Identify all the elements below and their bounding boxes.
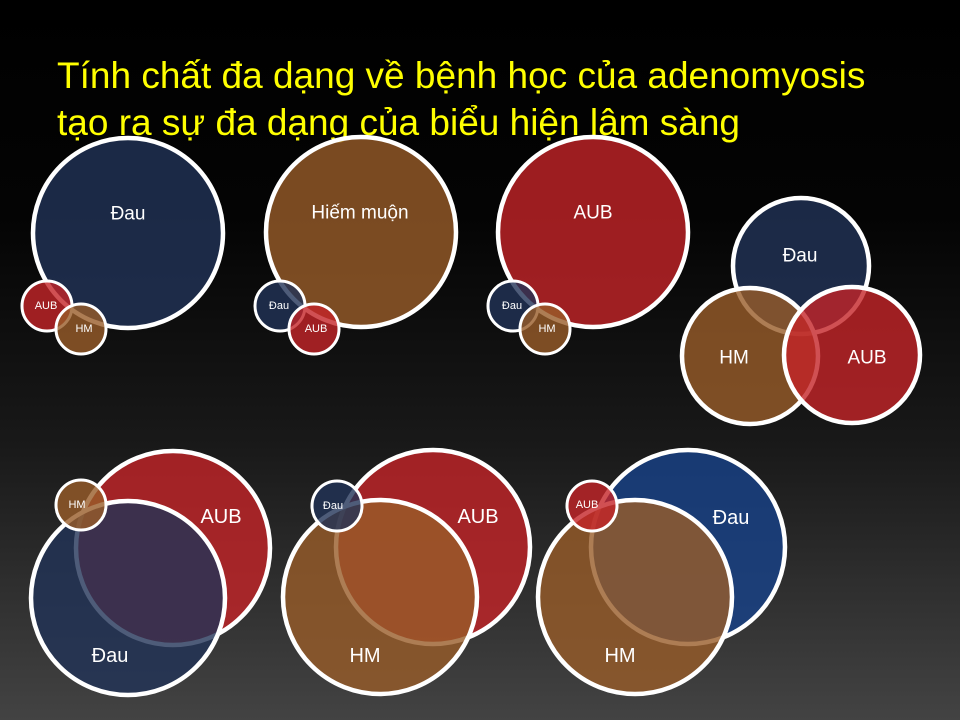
circle-label: Hiếm muộn [311,203,408,224]
circle-label: HM [75,323,92,335]
venn-circle-HM [54,302,108,356]
circle-label: AUB [576,499,599,511]
venn-circle-AUB [781,284,923,426]
venn-circle-Hiếm muộn [263,134,459,330]
circle-label: AUB [305,323,328,335]
slide-title: Tính chất đa dạng về bệnh học của adenom… [57,52,937,146]
venn-circle-Đau [310,479,364,533]
venn-group-infertility-dominant: Hiếm muộn Đau AUB [253,134,459,356]
circle-label: AUB [35,300,58,312]
venn-circle-HM [518,302,572,356]
venn-circle-AUB [565,479,619,533]
slide-title-line2: tạo ra sự đa dạng của biểu hiện lâm sàng [57,101,741,143]
circle-label: HM [604,645,635,667]
circle-label: Đau [92,645,129,667]
circle-label: HM [719,348,749,369]
circle-label: Đau [111,204,146,225]
venn-circle-AUB [495,134,691,330]
venn-group-aub-dominant: AUB Đau HM [486,134,691,356]
venn-group-balanced-triad: Đau HM AUB [679,195,923,427]
circle-label: Đau [269,300,289,312]
circle-label: AUB [847,348,886,369]
circle-label: Đau [783,246,818,267]
circle-label: AUB [573,203,612,224]
circle-label: AUB [457,506,498,528]
venn-circle-AUB [287,302,341,356]
venn-circle-Đau [28,498,228,698]
circle-label: HM [349,645,380,667]
venn-circle-HM [280,497,480,697]
circle-label: Đau [713,507,750,529]
circle-label: AUB [200,506,241,528]
venn-group-aub-hm-overlap: AUB HM Đau [280,447,533,697]
venn-group-pain-dominant: Đau AUB HM [20,135,226,356]
circle-label: Đau [323,500,343,512]
venn-circle-Đau [30,135,226,331]
slide-title-line1: Tính chất đa dạng về bệnh học của adenom… [57,54,866,96]
venn-group-aub-pain-overlap: AUB Đau HM [28,448,273,698]
venn-group-pain-hm-overlap: Đau HM AUB [535,447,788,697]
venn-circle-HM [54,478,108,532]
circle-label: Đau [502,300,522,312]
circle-label: HM [538,323,555,335]
circle-label: HM [68,499,85,511]
venn-circle-HM [535,497,735,697]
